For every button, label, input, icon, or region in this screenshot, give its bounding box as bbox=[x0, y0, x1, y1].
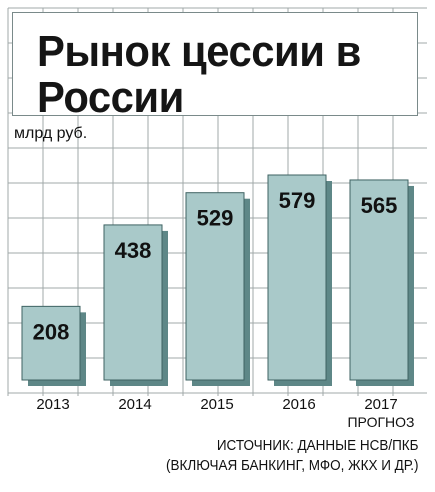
chart-title: Рынок цессии в России bbox=[37, 27, 361, 122]
data-label: 579 bbox=[279, 188, 316, 213]
source-note: ИСТОЧНИК: ДАННЫЕ НСВ/ПКБ (ВКЛЮЧАЯ БАНКИН… bbox=[167, 436, 419, 476]
x-tick-label: 2015 bbox=[200, 396, 233, 413]
x-tick-label: 2014 bbox=[118, 396, 151, 413]
x-tick-label: 2016 bbox=[282, 396, 315, 413]
bar bbox=[267, 174, 327, 381]
x-tick-label: 2017 bbox=[364, 396, 397, 413]
bar bbox=[21, 305, 81, 381]
source-line-1: ИСТОЧНИК: ДАННЫЕ НСВ/ПКБ bbox=[217, 437, 419, 454]
data-label: 529 bbox=[197, 206, 234, 231]
x-tick-label: 2013 bbox=[36, 396, 69, 413]
bar bbox=[349, 179, 409, 381]
title-box: Рынок цессии в России bbox=[12, 12, 418, 121]
bar bbox=[185, 192, 245, 381]
source-line-2: (ВКЛЮЧАЯ БАНКИНГ, МФО, ЖКХ И ДР.) bbox=[166, 457, 419, 474]
x-tick-sublabel: ПРОГНОЗ bbox=[347, 414, 414, 430]
data-label: 565 bbox=[361, 193, 398, 218]
data-label: 208 bbox=[33, 319, 70, 344]
y-axis-unit-label: млрд руб. bbox=[14, 125, 88, 142]
bar bbox=[103, 224, 163, 381]
data-label: 438 bbox=[115, 238, 152, 263]
